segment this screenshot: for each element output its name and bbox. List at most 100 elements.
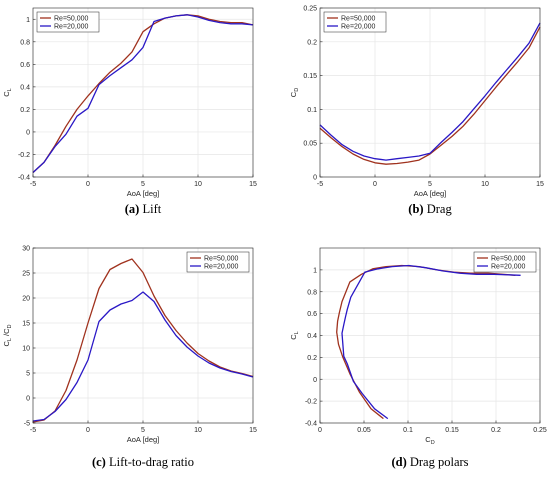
chart-c: -5 0 5 10 15 -5 0 5 10 15 20 25 30 AoA [deg] CL /CD Re=… xyxy=(2,246,257,470)
x-tick-label: 0.25 xyxy=(533,427,547,434)
y-axis-label: CL xyxy=(289,331,300,339)
y-tick-label: 0.2 xyxy=(307,39,317,46)
legend-box xyxy=(473,251,537,273)
panel-caption: (d) Drag polars xyxy=(391,455,468,469)
chart-a: -5 0 5 10 15 -0.4 -0.2 0 0.2 0.4 0.6 0.8 1 AoA [deg] C… xyxy=(2,7,257,216)
y-tick-label: 5 xyxy=(26,371,30,378)
y-tick-label: -5 xyxy=(24,421,30,428)
x-tick-label: -5 xyxy=(317,181,323,188)
legend-label: Re=50,000 xyxy=(204,256,239,263)
x-tick-label: 0 xyxy=(86,181,90,188)
y-axis-label-part: /C xyxy=(2,328,11,338)
series-line xyxy=(341,264,521,420)
y-axis-label-sub: L xyxy=(7,338,13,341)
y-tick-label: 0 xyxy=(26,396,30,403)
x-tick-label: -5 xyxy=(30,181,36,188)
legend-box xyxy=(323,11,387,33)
x-tick-label: 10 xyxy=(481,181,489,188)
y-tick-label: 0.2 xyxy=(307,355,317,362)
x-tick-label: 15 xyxy=(249,427,257,434)
y-tick-label: 0 xyxy=(313,175,317,182)
y-tick-label: -0.4 xyxy=(305,421,317,428)
legend-label: Re=20,000 xyxy=(204,264,239,271)
caption-label: (c) xyxy=(92,455,106,469)
y-axis-label: CL xyxy=(2,88,13,96)
series-line xyxy=(32,14,254,173)
x-axis-label: AoA [deg] xyxy=(127,435,160,444)
legend-label: Re=20,000 xyxy=(54,24,89,31)
caption-text: Lift-to-drag ratio xyxy=(106,455,194,469)
legend-label: Re=50,000 xyxy=(491,256,526,263)
y-tick-label: 1 xyxy=(313,267,317,274)
y-axis-label-sub: L xyxy=(294,331,300,334)
x-tick-label: 0.15 xyxy=(445,427,459,434)
caption-label: (b) xyxy=(408,202,423,216)
x-axis-label-sub: D xyxy=(431,440,435,446)
y-tick-label: -0.2 xyxy=(305,399,317,406)
x-tick-label: 0 xyxy=(318,427,322,434)
y-tick-label: 0.25 xyxy=(303,6,317,13)
y-tick-label: 10 xyxy=(22,346,30,353)
y-tick-label: 0.4 xyxy=(20,84,30,91)
y-tick-label: 0.05 xyxy=(303,141,317,148)
caption-label: (d) xyxy=(391,455,406,469)
y-tick-label: 0.8 xyxy=(20,39,30,46)
y-tick-label: 0.2 xyxy=(20,107,30,114)
chart-d: 0 0.05 0.1 0.15 0.2 0.25 -0.4 -0.2 0 0.2 0.4 0.6 0.8… xyxy=(289,247,547,469)
x-tick-label: 15 xyxy=(536,181,544,188)
y-axis-label-sub: L xyxy=(7,88,13,91)
y-axis-label-sub: D xyxy=(7,324,13,328)
x-tick-label: 5 xyxy=(141,181,145,188)
caption-text: Drag polars xyxy=(407,455,469,469)
y-tick-label: 0.6 xyxy=(307,311,317,318)
legend-box xyxy=(186,251,250,273)
x-axis-label: AoA [deg] xyxy=(127,189,160,198)
y-tick-label: 0 xyxy=(313,377,317,384)
caption-text: Drag xyxy=(424,202,453,216)
x-tick-label: 0.2 xyxy=(491,427,501,434)
y-tick-label: 0.15 xyxy=(303,73,317,80)
y-tick-label: -0.2 xyxy=(18,152,30,159)
series-line xyxy=(32,291,254,422)
x-axis-label: CD xyxy=(425,435,434,446)
series-line xyxy=(32,258,254,423)
caption-text: Lift xyxy=(139,202,161,216)
y-axis-label: CL /CD xyxy=(2,324,13,346)
series-line xyxy=(319,26,541,165)
y-tick-label: 1 xyxy=(26,17,30,24)
y-tick-label: 0.6 xyxy=(20,62,30,69)
x-tick-label: 5 xyxy=(428,181,432,188)
y-axis-label-sub: D xyxy=(294,88,300,92)
panel-caption: (a) Lift xyxy=(125,202,162,216)
y-tick-label: 0.4 xyxy=(307,333,317,340)
y-axis-label-part: C xyxy=(2,341,11,347)
y-tick-label: 0.1 xyxy=(307,107,317,114)
x-tick-label: 0.1 xyxy=(403,427,413,434)
x-tick-label: 10 xyxy=(194,427,202,434)
caption-label: (a) xyxy=(125,202,140,216)
x-tick-label: 10 xyxy=(194,181,202,188)
legend-label: Re=50,000 xyxy=(54,16,89,23)
panel-caption: (b) Drag xyxy=(408,202,452,216)
y-tick-label: 20 xyxy=(22,296,30,303)
y-axis-label: CD xyxy=(289,88,300,97)
legend-label: Re=50,000 xyxy=(341,16,376,23)
x-tick-label: -5 xyxy=(30,427,36,434)
x-tick-label: 15 xyxy=(249,181,257,188)
x-tick-label: 0 xyxy=(86,427,90,434)
x-axis-label: AoA [deg] xyxy=(414,189,447,198)
y-tick-label: 0 xyxy=(26,129,30,136)
panel-caption: (c) Lift-to-drag ratio xyxy=(92,455,194,469)
legend-box xyxy=(36,11,100,33)
series-line xyxy=(319,22,541,161)
x-tick-label: 5 xyxy=(141,427,145,434)
y-tick-label: 25 xyxy=(22,271,30,278)
y-tick-label: 0.8 xyxy=(307,289,317,296)
y-tick-label: -0.4 xyxy=(18,175,30,182)
